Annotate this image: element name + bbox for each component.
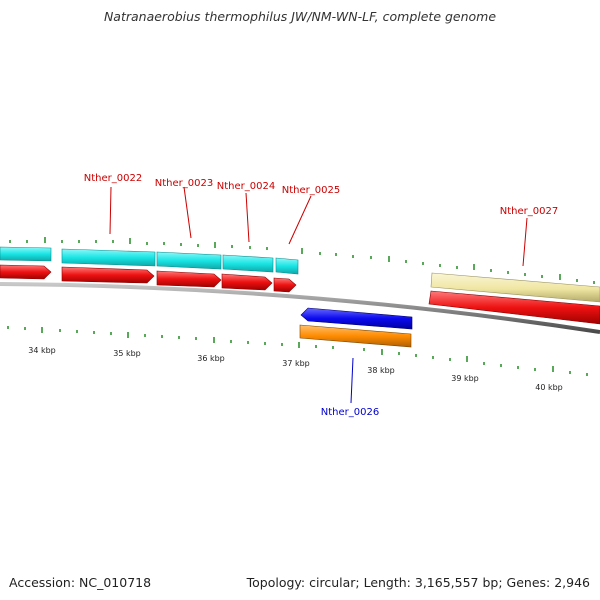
gene-bar[interactable] (0, 246, 52, 262)
gene-bar[interactable] (61, 248, 156, 267)
gene-label-nther-0022[interactable]: Nther_0022 (84, 173, 142, 184)
scale-labels: 34 kbp 35 kbp 36 kbp 37 kbp 38 kbp 39 kb… (28, 346, 563, 392)
gene-label-nther-0026[interactable]: Nther_0026 (321, 407, 379, 418)
gene-label-nther-0023[interactable]: Nther_0023 (155, 178, 213, 189)
scale-label: 38 kbp (367, 366, 395, 375)
gene-label-nther-0027[interactable]: Nther_0027 (500, 206, 558, 217)
pseudo-gene-bar[interactable] (430, 272, 600, 303)
cds-bar[interactable] (428, 290, 600, 325)
tick-marks-lower (7, 326, 588, 376)
gene-bar-minus[interactable] (299, 324, 412, 348)
map-title: Natranaerobius thermophilus JW/NM-WN-LF,… (103, 9, 497, 24)
accession-label: Accession: NC_010718 (9, 575, 152, 590)
scale-label: 35 kbp (113, 349, 141, 358)
scale-label: 37 kbp (282, 359, 310, 368)
tick-marks-upper (9, 237, 595, 284)
gene-nther-0026-feature (299, 307, 413, 348)
scale-label: 36 kbp (197, 354, 225, 363)
cds-arrow[interactable] (61, 266, 155, 284)
gene-bar[interactable] (156, 251, 222, 270)
gene-label-nther-0024[interactable]: Nther_0024 (217, 181, 275, 192)
gene-bar[interactable] (275, 257, 299, 275)
gene-bar[interactable] (222, 254, 274, 273)
cds-arrow[interactable] (273, 277, 297, 293)
gene-labels: Nther_0022 Nther_0023 Nther_0024 Nther_0… (84, 173, 558, 418)
cds-arrow[interactable] (0, 264, 52, 280)
gene-label-leaders (109, 186, 528, 404)
genome-backbone (0, 282, 600, 334)
scale-label: 40 kbp (535, 383, 563, 392)
gene-track-plus (0, 246, 299, 275)
genome-summary: Topology: circular; Length: 3,165,557 bp… (246, 575, 590, 590)
scale-label: 34 kbp (28, 346, 56, 355)
gene-nther-0027-feature (428, 272, 600, 325)
cds-arrow[interactable] (156, 270, 222, 288)
gene-label-nther-0025[interactable]: Nther_0025 (282, 185, 340, 196)
scale-label: 39 kbp (451, 374, 479, 383)
cds-track-plus (0, 264, 297, 293)
cds-arrow[interactable] (221, 273, 273, 291)
cds-arrow-minus[interactable] (300, 307, 413, 330)
